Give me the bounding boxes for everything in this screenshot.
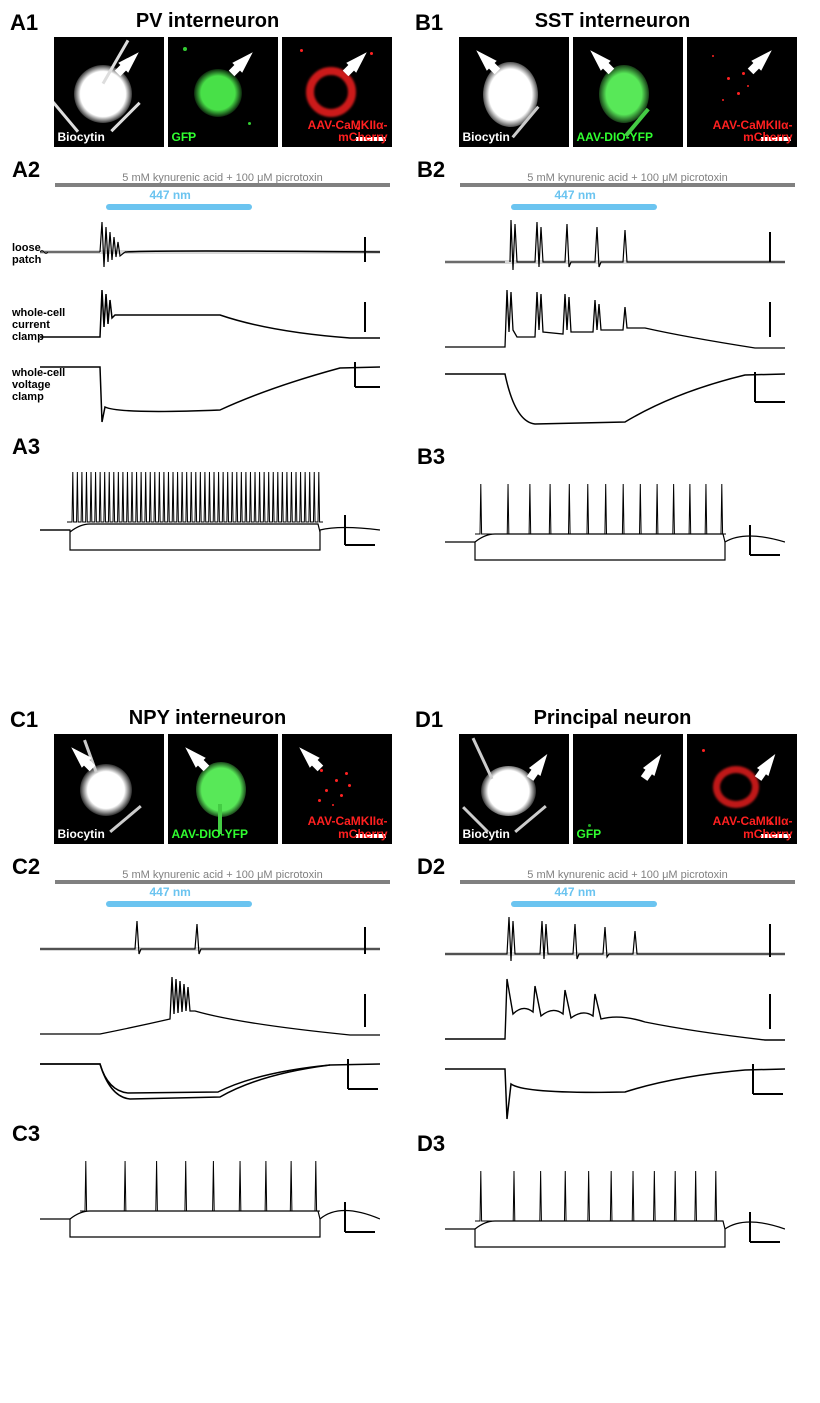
label-b1: B1 [415,10,443,36]
trace-c-vc [40,1049,405,1119]
title-c: NPY interneuron [10,707,405,730]
lbl-loosepatch: loose patch [12,242,72,266]
traces-c: C2 5 mM kynurenic acid + 100 μM picrotox… [40,852,405,1394]
label-a1: A1 [10,10,38,36]
light-text-b: 447 nm [555,188,811,202]
drug-text-d: 5 mM kynurenic acid + 100 μM picrotoxin [445,869,810,881]
drug-text-a: 5 mM kynurenic acid + 100 μM picrotoxin [40,172,405,184]
light-text-c: 447 nm [150,885,406,899]
lbl-gfp-d: GFP [577,827,602,841]
micrographs-a: Biocytin GFP AAV-CaMKIIα- mCherry [40,37,405,147]
trace-b3-firing [445,470,785,570]
lbl-mcherry-b: AAV-CaMKIIα- mCherry [713,119,793,144]
micro-c-biocytin: Biocytin [54,734,164,844]
lbl-yfp-b: AAV-DIO-YFP [577,130,653,144]
light-bar-a [106,204,252,210]
lbl-mcherry-a: AAV-CaMKIIα- mCherry [308,119,388,144]
trace-a-cc: whole-cell current clamp [40,282,405,352]
title-b: SST interneuron [415,10,810,33]
micro-a-gfp: GFP [168,37,278,147]
micro-c-yfp: AAV-DIO-YFP [168,734,278,844]
trace-a3-firing [40,460,380,560]
lbl-mcherry-c: AAV-CaMKIIα- mCherry [308,815,388,840]
traces-b: B2 5 mM kynurenic acid + 100 μM picrotox… [445,155,810,697]
micro-b-biocytin: Biocytin [459,37,569,147]
trace-d3-firing [445,1157,785,1257]
label-b3: B3 [417,444,810,470]
label-a3: A3 [12,434,405,460]
micro-d-biocytin: Biocytin [459,734,569,844]
lbl-gfp-a: GFP [172,130,197,144]
label-d3: D3 [417,1131,810,1157]
trace-b-loosepatch [445,212,810,282]
trace-d-vc [445,1054,810,1129]
panel-d: D1 Principal neuron Biocytin GFP [415,707,810,1394]
label-d1: D1 [415,707,443,733]
drug-text-b: 5 mM kynurenic acid + 100 μM picrotoxin [445,172,810,184]
lbl-cc: whole-cell current clamp [12,307,72,343]
traces-d: D2 5 mM kynurenic acid + 100 μM picrotox… [445,852,810,1394]
light-text-a: 447 nm [150,188,406,202]
light-bar-c [106,901,252,907]
micro-a-mcherry: AAV-CaMKIIα- mCherry [282,37,392,147]
micro-b-yfp: AAV-DIO-YFP [573,37,683,147]
lbl-vc: whole-cell voltage clamp [12,367,72,403]
trace-a-loosepatch: loose patch [40,212,405,282]
figure-grid: A1 PV interneuron Biocytin GFP [0,0,820,1403]
title-a: PV interneuron [10,10,405,33]
micrographs-d: Biocytin GFP AAV-CaMKIIα- mCherry [445,734,810,844]
micrographs-b: Biocytin AAV-DIO-YFP AAV-CaMKIIα- mCherr… [445,37,810,147]
lbl-biocytin-b: Biocytin [463,130,510,144]
panel-b: B1 SST interneuron Biocytin AAV-DIO-YFP [415,10,810,697]
label-c1: C1 [10,707,38,733]
light-bar-d [511,901,657,907]
lbl-biocytin: Biocytin [58,130,105,144]
micro-d-mcherry: AAV-CaMKIIα- mCherry [687,734,797,844]
micro-a-biocytin: Biocytin [54,37,164,147]
light-text-d: 447 nm [555,885,811,899]
light-bar-b [511,204,657,210]
trace-d-loosepatch [445,909,810,974]
drug-text-c: 5 mM kynurenic acid + 100 μM picrotoxin [40,869,405,881]
micro-b-mcherry: AAV-CaMKIIα- mCherry [687,37,797,147]
trace-b-cc [445,282,810,362]
lbl-mcherry-d: AAV-CaMKIIα- mCherry [713,815,793,840]
lbl-biocytin-d: Biocytin [463,827,510,841]
label-c3: C3 [12,1121,405,1147]
title-d: Principal neuron [415,707,810,730]
micro-d-gfp: GFP [573,734,683,844]
micrographs-c: Biocytin AAV-DIO-YFP [40,734,405,844]
trace-b-vc [445,362,810,442]
panel-a: A1 PV interneuron Biocytin GFP [10,10,405,697]
lbl-yfp-c: AAV-DIO-YFP [172,827,248,841]
panel-c: C1 NPY interneuron Biocytin AAV-DIO-YFP [10,707,405,1394]
trace-d-cc [445,974,810,1054]
trace-c-cc [40,969,405,1049]
trace-a-vc: whole-cell voltage clamp [40,352,405,432]
micro-c-mcherry: AAV-CaMKIIα- mCherry [282,734,392,844]
trace-c3-firing [40,1147,380,1247]
trace-c-loosepatch [40,909,405,969]
lbl-biocytin-c: Biocytin [58,827,105,841]
traces-a: A2 5 mM kynurenic acid + 100 μM picrotox… [40,155,405,697]
